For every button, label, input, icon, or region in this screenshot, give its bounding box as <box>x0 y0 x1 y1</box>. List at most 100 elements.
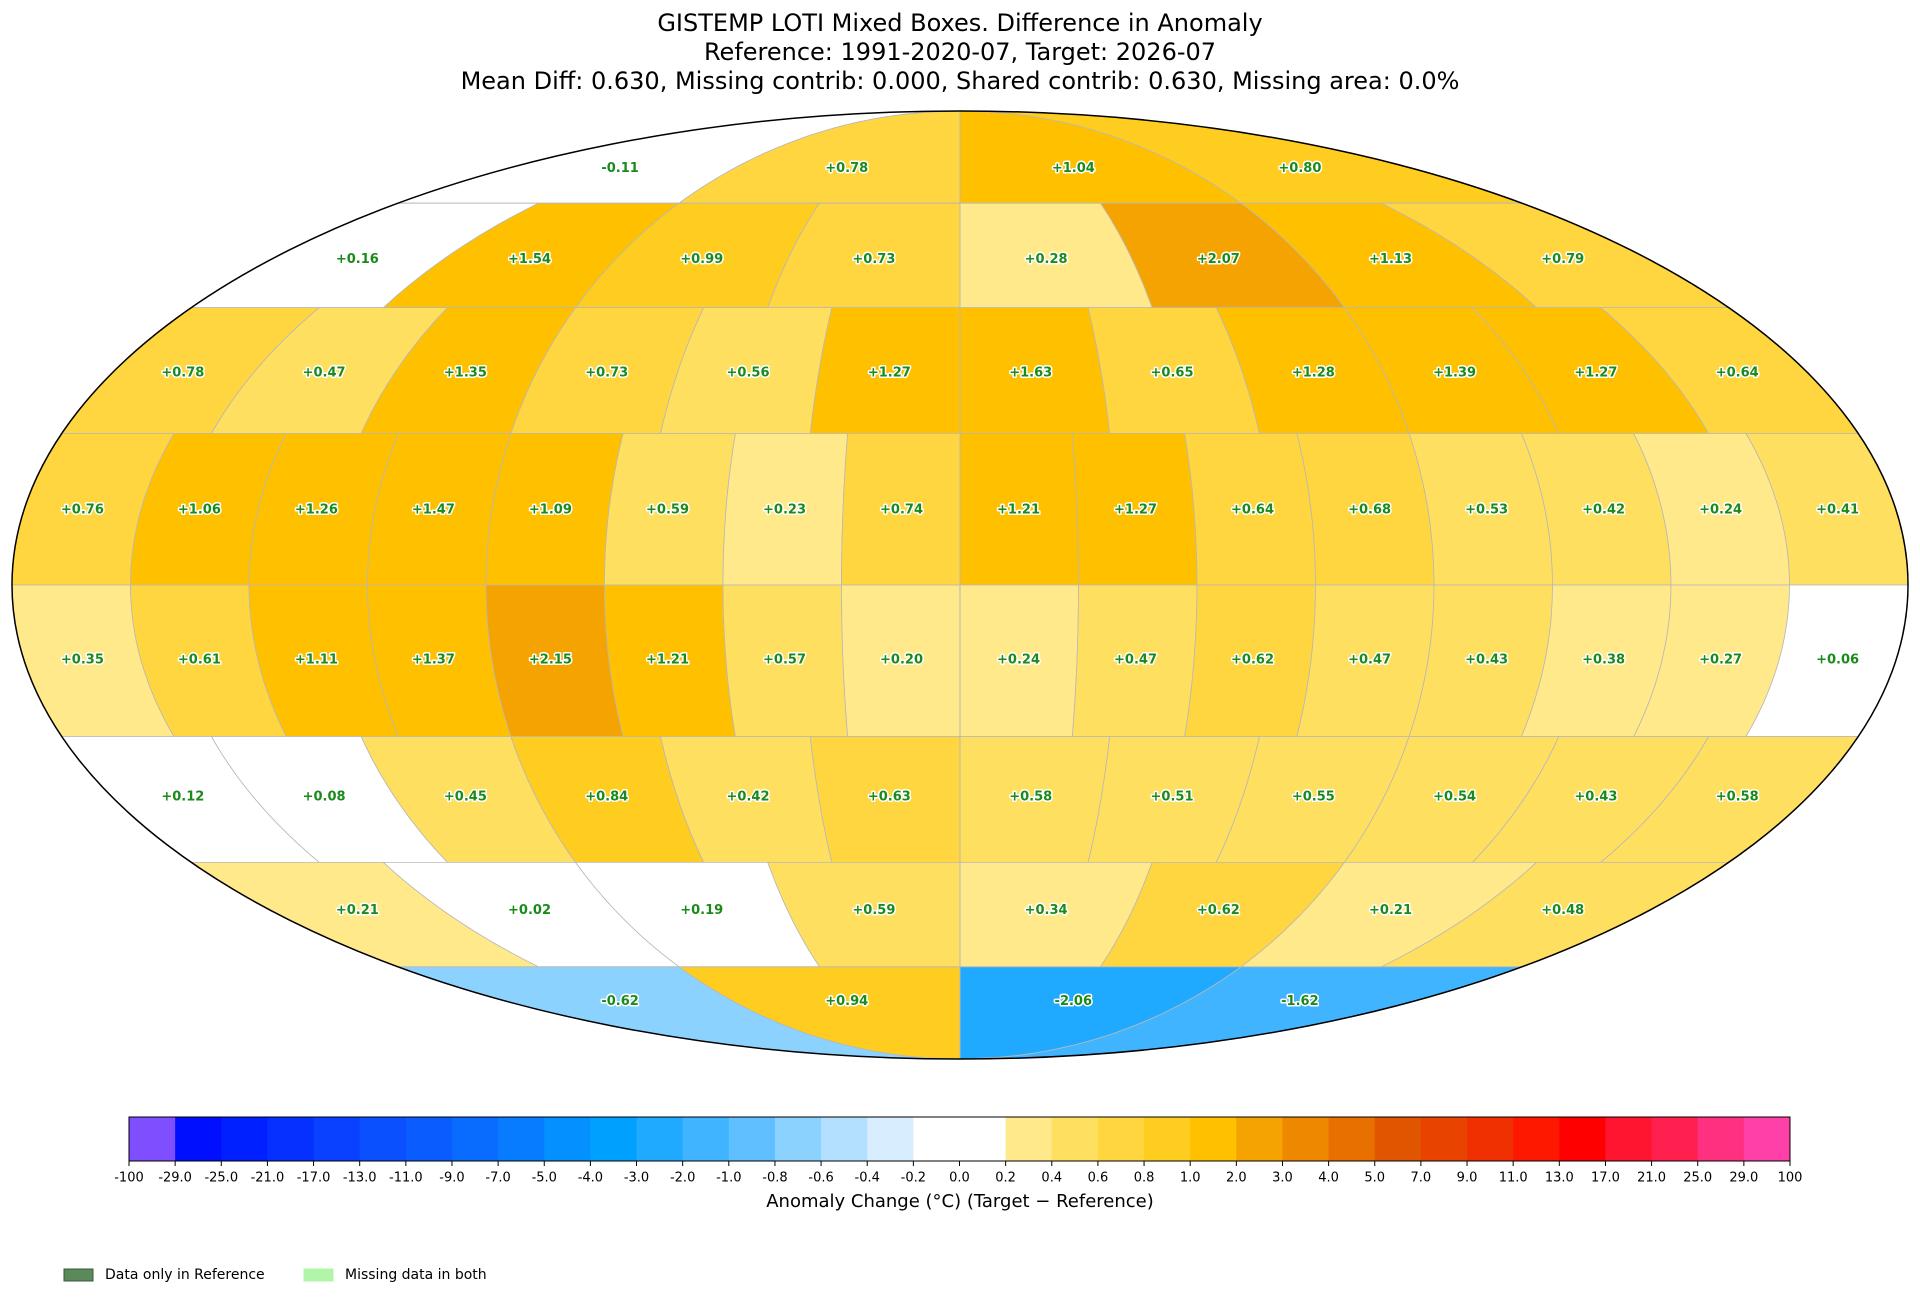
colorbar-cell <box>267 1117 315 1161</box>
colorbar-cell <box>1743 1117 1791 1161</box>
box-label: +0.78 <box>825 161 868 176</box>
subtitle: Reference: 1991-2020-07, Target: 2026-07 <box>704 38 1216 66</box>
colorbar-cell <box>913 1117 960 1161</box>
legend-swatch <box>303 1268 334 1282</box>
colorbar-cell <box>636 1117 684 1161</box>
colorbar-cell <box>1190 1117 1237 1161</box>
box-label: +0.28 <box>1025 252 1068 267</box>
box-label: +1.37 <box>412 652 455 667</box>
box-label: +0.59 <box>852 903 895 918</box>
colorbar-cell <box>1328 1117 1376 1161</box>
box-label: +0.08 <box>303 790 346 805</box>
box-label: +0.68 <box>1348 503 1391 518</box>
box-label: +0.74 <box>880 503 923 518</box>
box-label: +1.28 <box>1292 365 1335 380</box>
colorbar-cell <box>590 1117 638 1161</box>
box-label: +0.47 <box>1114 652 1157 667</box>
legend: Data only in Reference Missing data in bo… <box>63 1267 487 1283</box>
box-label: +1.39 <box>1433 365 1476 380</box>
colorbar-tick-label: 7.0 <box>1411 1171 1432 1186</box>
box-label: +0.55 <box>1292 790 1335 805</box>
box-label: +2.15 <box>529 652 572 667</box>
box-label: +0.20 <box>880 652 923 667</box>
colorbar-tick-label: -2.0 <box>670 1171 695 1186</box>
colorbar-cell <box>221 1117 268 1161</box>
box-label: +0.24 <box>1699 503 1742 518</box>
box-label: +0.16 <box>336 252 379 267</box>
colorbar-tick-label: 0.4 <box>1041 1171 1062 1186</box>
colorbar-tick-label: 29.0 <box>1729 1171 1758 1186</box>
label-layer: -0.11 +0.78 +1.04 +0.80 +0.16 +1.54 +0.99 +0.73… <box>59 160 1860 1011</box>
box-label: +0.73 <box>852 252 895 267</box>
colorbar-tick-label: 1.0 <box>1180 1171 1201 1186</box>
map-outline <box>11 110 1909 1060</box>
box-label: +1.09 <box>529 503 572 518</box>
box-label: +1.27 <box>1114 503 1157 518</box>
colorbar-cell <box>959 1117 1007 1161</box>
legend-swatch <box>63 1268 94 1282</box>
box-label: +0.53 <box>1465 503 1508 518</box>
box-label: +0.73 <box>585 365 628 380</box>
box-label: +0.43 <box>1465 652 1508 667</box>
colorbar-tick-label: 100 <box>1778 1171 1803 1186</box>
box-label: +1.21 <box>997 503 1040 518</box>
colorbar-tick-label: -100 <box>114 1171 144 1186</box>
colorbar-tick-label: 4.0 <box>1318 1171 1339 1186</box>
box-label: +0.94 <box>825 994 868 1009</box>
colorbar-cell <box>774 1117 822 1161</box>
colorbar-tick-label: 9.0 <box>1457 1171 1478 1186</box>
box-label: +1.11 <box>295 652 338 667</box>
colorbar-tick-label: 11.0 <box>1499 1171 1528 1186</box>
colorbar-tick-label: 2.0 <box>1226 1171 1247 1186</box>
colorbar-cell <box>1651 1117 1699 1161</box>
legend-label: Data only in Reference <box>105 1267 265 1283</box>
box-label: +1.26 <box>295 503 338 518</box>
colorbar-tick-label: 0.8 <box>1134 1171 1155 1186</box>
colorbar-cell <box>405 1117 453 1161</box>
box-label: +0.58 <box>1716 790 1759 805</box>
box-label: +0.48 <box>1541 903 1584 918</box>
colorbar-cell <box>1559 1117 1606 1161</box>
colorbar-tick-label: -0.8 <box>762 1171 787 1186</box>
colorbar-tick-label: 0.6 <box>1088 1171 1109 1186</box>
box-label: +0.47 <box>1348 652 1391 667</box>
box-label: +0.78 <box>161 365 204 380</box>
colorbar-cell <box>1051 1117 1099 1161</box>
box-label: +0.42 <box>727 790 770 805</box>
title: GISTEMP LOTI Mixed Boxes. Difference in … <box>657 9 1262 37</box>
colorbar: -100 -29.0 -25.0 -21.0 -17.0 -13.0 -11.0 -9.0 -7… <box>114 1116 1803 1186</box>
box-label: +0.79 <box>1541 252 1584 267</box>
box-label: +1.06 <box>178 503 221 518</box>
box-label: +0.62 <box>1197 903 1240 918</box>
box-label: +0.58 <box>1009 790 1052 805</box>
box-label: +0.84 <box>585 790 628 805</box>
box-label: +0.63 <box>868 790 911 805</box>
colorbar-tick-label: -0.6 <box>808 1171 833 1186</box>
colorbar-tick-label: 5.0 <box>1364 1171 1385 1186</box>
colorbar-tick-label: 21.0 <box>1637 1171 1666 1186</box>
colorbar-tick-label: -21.0 <box>251 1171 285 1186</box>
box-label: +0.34 <box>1025 903 1068 918</box>
colorbar-cell <box>1236 1117 1283 1161</box>
box-label: +0.57 <box>763 652 806 667</box>
colorbar-tick-label: -1.0 <box>716 1171 741 1186</box>
colorbar-tick-label: -13.0 <box>343 1171 377 1186</box>
colorbar-cell <box>498 1117 545 1161</box>
box-label: +0.62 <box>1231 652 1274 667</box>
colorbar-cell <box>1605 1117 1653 1161</box>
colorbar-tick-label: 0.0 <box>949 1171 970 1186</box>
colorbar-tick-label: -0.2 <box>901 1171 926 1186</box>
box-label: +1.63 <box>1009 365 1052 380</box>
box-label: -0.11 <box>601 161 638 176</box>
colorbar-tick-label: 3.0 <box>1272 1171 1293 1186</box>
colorbar-cell <box>867 1117 914 1161</box>
box-label: +0.21 <box>1369 903 1412 918</box>
box-label: +0.19 <box>680 903 723 918</box>
box-label: +0.54 <box>1433 790 1476 805</box>
colorbar-cell <box>129 1117 176 1161</box>
box-label: +0.80 <box>1278 161 1321 176</box>
box-label: +0.64 <box>1716 365 1759 380</box>
colorbar-tick-label: -4.0 <box>578 1171 603 1186</box>
box-label: -0.62 <box>601 994 638 1009</box>
box-label: +0.35 <box>61 652 104 667</box>
